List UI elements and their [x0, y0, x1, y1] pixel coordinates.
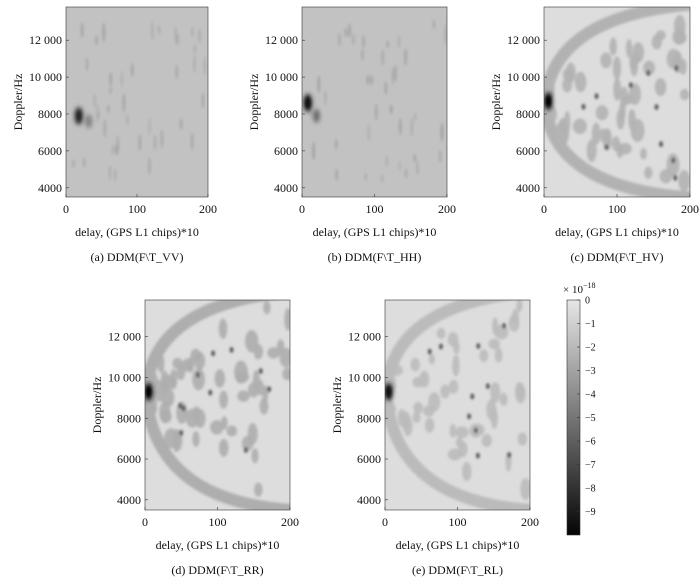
colorbar-tick-label: −8: [585, 484, 596, 495]
peak-core: [386, 386, 391, 397]
ddm-chart-hv: 0 100 200 4000 6000 8000 10 000 12 000 Doppler/H…: [489, 6, 699, 264]
colorbar-tick-label: 0: [585, 296, 590, 307]
subfigure-caption: (c) DDM(F\T_HV): [571, 250, 664, 264]
colorbar-tick-label: −3: [585, 366, 596, 377]
subfigure-caption: (e) DDM(F\T_RL): [412, 563, 503, 577]
colorbar: 0 −1 −2 −3 −4 −5 −6 −7 −8 −9 × 10−18: [563, 281, 596, 536]
y-tick-label: 10 000: [507, 70, 540, 84]
peak-core: [546, 96, 551, 107]
y-tick-label: 4000: [38, 181, 62, 195]
y-tick-label: 6000: [274, 144, 298, 158]
x-tick-label: 100: [608, 202, 626, 216]
secondary-lobe: [313, 108, 320, 123]
y-tick-label: 8000: [274, 107, 298, 121]
heatmap-area: [302, 7, 447, 197]
y-tick-label: 4000: [274, 181, 298, 195]
x-axis-label: delay, (GPS L1 chips)*10: [555, 225, 679, 239]
y-tick-label: 8000: [357, 411, 381, 425]
x-tick-label: 100: [449, 515, 467, 529]
x-axis-label: delay, (GPS L1 chips)*10: [396, 538, 520, 552]
ddm-chart-rr: 0 100 200 4000 6000 8000 10 000 12 000 Doppler/H…: [90, 299, 299, 577]
heatmap-area: [66, 7, 208, 197]
heatmap-area: [385, 300, 530, 510]
x-axis-label: delay, (GPS L1 chips)*10: [313, 225, 437, 239]
y-tick-label: 6000: [516, 144, 540, 158]
heatmap-area: [544, 7, 690, 197]
ddm-envelope: [544, 7, 690, 197]
x-tick-label: 0: [382, 515, 388, 529]
ddm-faint-texture: [72, 21, 207, 182]
x-tick-label: 200: [438, 202, 456, 216]
subfigure-caption: (d) DDM(F\T_RR): [171, 563, 263, 577]
x-tick-label: 0: [63, 202, 69, 216]
heatmap-background: [66, 7, 208, 197]
y-tick-label: 4000: [357, 493, 381, 507]
y-tick-label: 12 000: [348, 330, 381, 344]
heatmap-background: [302, 7, 447, 197]
y-tick-label: 8000: [516, 107, 540, 121]
y-tick-label: 6000: [357, 452, 381, 466]
x-tick-label: 200: [199, 202, 217, 216]
colorbar-tick-label: −7: [585, 460, 596, 471]
y-tick-label: 10 000: [29, 70, 62, 84]
colorbar-tick-label: −1: [585, 319, 596, 330]
heatmap-background: [544, 7, 690, 197]
x-axis-label: delay, (GPS L1 chips)*10: [75, 225, 199, 239]
y-tick-label: 10 000: [265, 70, 298, 84]
colorbar-tick-label: −9: [585, 507, 596, 518]
y-tick-label: 6000: [38, 144, 62, 158]
x-tick-label: 0: [541, 202, 547, 216]
ddm-faint-texture: [308, 19, 447, 183]
peak-core: [76, 110, 81, 121]
x-tick-label: 100: [128, 202, 146, 216]
peak-core: [146, 386, 151, 397]
y-axis-label: Doppler/Hz: [11, 74, 25, 131]
colorbar-tick-label: −6: [585, 437, 596, 448]
ddm-chart-vv: 0 100 200 4000 6000 8000 10 000 12 000 Doppler/H…: [11, 6, 217, 264]
y-axis-label: Doppler/Hz: [90, 377, 104, 434]
subfigure-caption: (a) DDM(F\T_VV): [91, 250, 184, 264]
colorbar-tick-label: −4: [585, 390, 596, 401]
x-tick-label: 100: [209, 515, 227, 529]
y-tick-label: 4000: [516, 181, 540, 195]
heatmap-area: [145, 300, 290, 510]
x-axis-label: delay, (GPS L1 chips)*10: [156, 538, 280, 552]
y-tick-label: 10 000: [108, 370, 141, 384]
y-tick-label: 12 000: [108, 330, 141, 344]
y-tick-label: 8000: [38, 107, 62, 121]
x-tick-label: 200: [681, 202, 699, 216]
ddm-chart-rl: 0 100 200 4000 6000 8000 10 000 12 000 Doppler/H…: [330, 299, 539, 577]
ddm-chart-hh: 0 100 200 4000 6000 8000 10 000 12 000 Doppler/H…: [247, 6, 456, 264]
x-tick-label: 0: [299, 202, 305, 216]
x-tick-label: 200: [521, 515, 539, 529]
y-tick-label: 12 000: [507, 33, 540, 47]
colorbar-multiplier: × 10−18: [563, 281, 595, 296]
colorbar-tick-label: −2: [585, 343, 596, 354]
y-axis-label: Doppler/Hz: [330, 377, 344, 434]
subfigure-caption: (b) DDM(F\T_HH): [328, 250, 422, 264]
y-tick-label: 12 000: [265, 33, 298, 47]
y-tick-label: 10 000: [348, 370, 381, 384]
colorbar-tick-label: −5: [585, 413, 596, 424]
y-tick-label: 12 000: [29, 33, 62, 47]
y-axis-label: Doppler/Hz: [489, 74, 503, 131]
x-tick-label: 0: [142, 515, 148, 529]
y-tick-label: 6000: [117, 452, 141, 466]
y-axis-label: Doppler/Hz: [247, 74, 261, 131]
y-tick-label: 8000: [117, 411, 141, 425]
x-tick-label: 100: [366, 202, 384, 216]
secondary-lobe: [85, 114, 93, 129]
x-tick-label: 200: [281, 515, 299, 529]
y-tick-label: 4000: [117, 493, 141, 507]
peak-core: [305, 97, 310, 108]
